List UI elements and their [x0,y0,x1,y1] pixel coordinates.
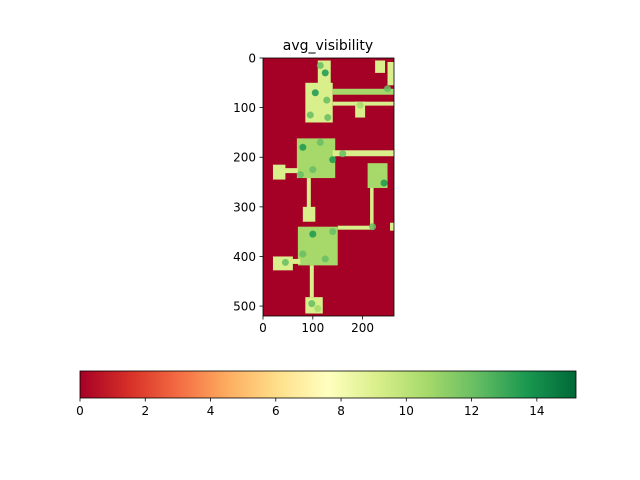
heatmap-hotspot [369,223,377,231]
heatmap-hotspot [309,230,317,238]
colorbar-tick-label: 6 [272,404,280,418]
heatmap-hotspot [309,166,317,174]
heatmap-region [332,150,394,157]
colorbar-tick-label: 12 [464,404,479,418]
heatmap-region [272,164,286,180]
y-tick-label: 300 [233,200,256,214]
colorbar-tick-label: 2 [141,404,149,418]
colorbar-tick-label: 4 [207,404,215,418]
heatmap-hotspot [316,61,324,69]
y-tick-label: 0 [248,52,256,66]
heatmap-region [390,222,394,231]
y-tick-label: 400 [233,250,256,264]
heatmap-hotspot [308,300,316,308]
y-tick-label: 100 [233,101,256,115]
heatmap-hotspot [380,179,388,187]
x-tick-label: 0 [259,321,267,335]
heatmap-hotspot [281,258,289,266]
heatmap-hotspot [299,143,307,151]
heatmap-hotspot [296,171,304,179]
heatmap-region [302,206,316,222]
heatmap-hotspot [329,228,337,236]
axes-frame [262,57,395,317]
chart-title: avg_visibility [283,38,373,54]
heatmap-hotspot [339,150,347,158]
heatmap-hotspot [324,114,332,122]
heatmap-image [263,58,394,316]
heatmap-hotspot [306,111,314,119]
x-tick-label: 200 [351,321,374,335]
heatmap-region [282,168,298,174]
colorbar: 0 2 4 6 8 10 12 14 [76,370,577,418]
colorbar-gradient [79,370,577,399]
colorbar-tick-label: 14 [529,404,544,418]
colorbar-tick-label: 0 [76,404,84,418]
heatmap-hotspot [311,89,319,97]
heatmap-region [337,225,374,230]
heatmap-hotspot [384,85,392,93]
heatmap-hotspot [356,101,364,109]
y-tick-label: 200 [233,151,256,165]
heatmap-region [309,265,314,298]
heatmap-region [375,60,386,73]
heatmap-region [332,88,394,95]
heatmap-region [370,187,374,230]
y-tick-label: 500 [233,300,256,314]
heatmap-hotspot [323,96,331,104]
x-tick-label: 100 [301,321,324,335]
heatmap-hotspot [299,250,307,258]
heatmap-hotspot [321,255,329,263]
heatmap-hotspot [316,138,324,146]
heatmap-hotspot [321,69,329,77]
heatmap-hotspot [329,156,337,164]
heatmap-hotspot [314,305,322,313]
heatmap-region [355,101,366,118]
heatmap-hotspot [376,166,384,174]
heatmap-region [306,178,311,212]
heatmap-region [290,258,301,264]
colorbar-tick-label: 10 [399,404,414,418]
heatmap-axes: 0 100 200 0 100 200 300 400 500 [233,52,395,335]
colorbar-tick-label: 8 [337,404,345,418]
heatmap-region [387,61,394,86]
